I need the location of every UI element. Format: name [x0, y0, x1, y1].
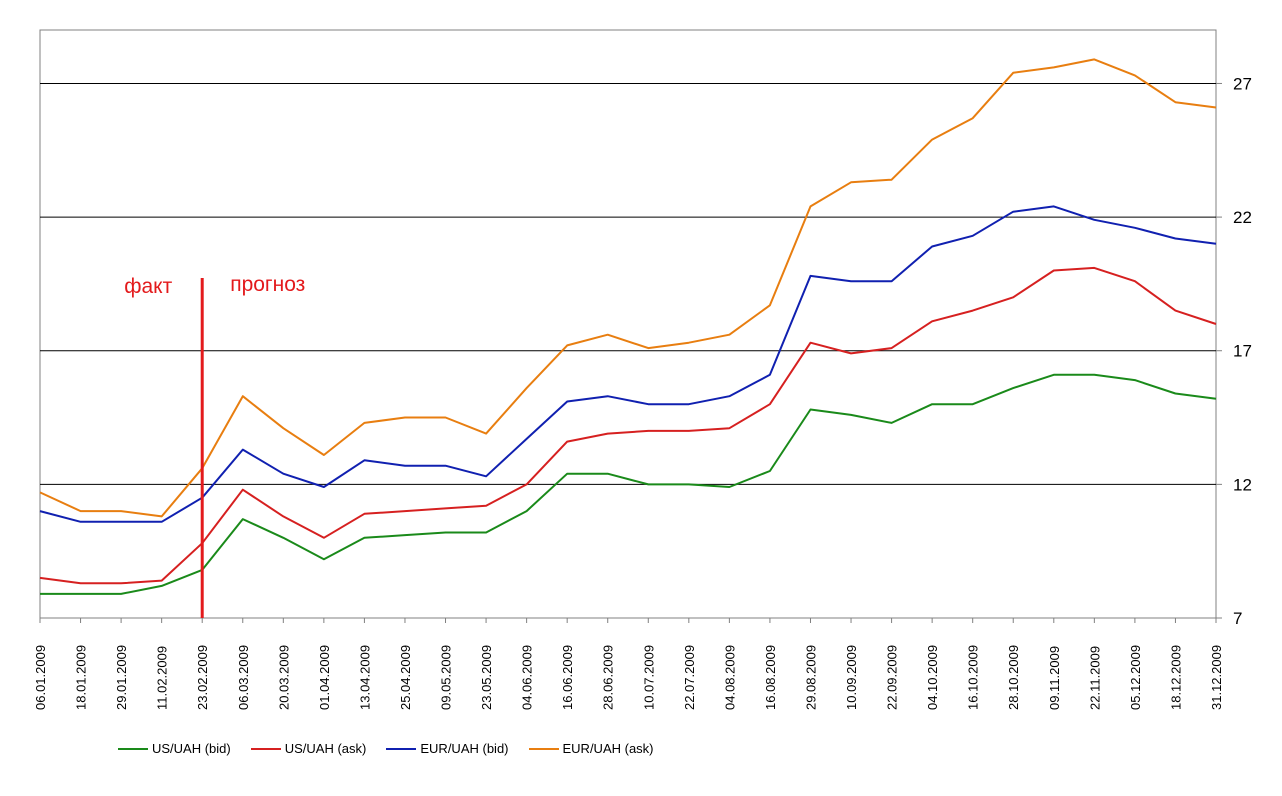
series-line — [39, 205, 1217, 523]
x-tick-label: 09.05.2009 — [439, 645, 454, 710]
x-tick-label: 16.08.2009 — [763, 645, 778, 710]
x-tick-label: 25.04.2009 — [398, 645, 413, 710]
x-tick-label: 18.01.2009 — [74, 645, 89, 710]
x-tick-label: 28.06.2009 — [601, 645, 616, 710]
x-tick-label: 06.01.2009 — [33, 645, 48, 710]
y-axis: 7 12 17 22 27 — [1216, 74, 1252, 628]
series-line — [39, 58, 1217, 518]
fact-label: факт — [124, 275, 172, 298]
legend-label: EUR/UAH (bid) — [420, 741, 509, 756]
x-tick-label: 13.04.2009 — [357, 645, 372, 710]
legend-swatch — [118, 747, 148, 750]
x-tick-label: 09.11.2009 — [1047, 646, 1062, 710]
y-tick-label: 17 — [1233, 342, 1252, 361]
x-tick-label: 11.02.2009 — [155, 646, 170, 710]
series-line — [40, 373, 1217, 595]
x-tick-label: 29.08.2009 — [803, 645, 818, 710]
x-tick-label: 22.09.2009 — [885, 645, 900, 710]
x-tick-label: 10.09.2009 — [844, 645, 859, 710]
legend-label: US/UAH (bid) — [152, 741, 231, 756]
x-axis: 06.01.2009 18.01.2009 29.01.2009 11.02.2009… — [33, 618, 1224, 710]
legend-item: US/UAH (bid) — [118, 741, 231, 756]
y-tick-label: 27 — [1233, 74, 1252, 93]
x-tick-label: 16.06.2009 — [560, 645, 575, 710]
x-tick-label: 20.03.2009 — [276, 645, 291, 710]
y-tick-label: 12 — [1233, 475, 1252, 494]
legend-swatch — [528, 747, 559, 750]
x-tick-label: 28.10.2009 — [1006, 645, 1021, 710]
x-tick-label: 06.03.2009 — [236, 645, 251, 710]
legend-item: EUR/UAH (ask) — [528, 741, 654, 756]
x-tick-label: 18.12.2009 — [1168, 645, 1183, 710]
x-tick-label: 04.10.2009 — [925, 645, 940, 710]
legend-label: EUR/UAH (ask) — [562, 741, 654, 756]
x-tick-label: 10.07.2009 — [641, 645, 656, 710]
x-tick-label: 16.10.2009 — [966, 645, 981, 710]
legend-item: US/UAH (ask) — [250, 741, 367, 756]
x-tick-label: 22.11.2009 — [1087, 646, 1102, 710]
annotation-layer: факт прогноз — [124, 273, 305, 618]
y-tick-label: 7 — [1233, 609, 1242, 628]
x-tick-label: 01.04.2009 — [317, 645, 332, 710]
x-tick-label: 31.12.2009 — [1209, 645, 1224, 710]
y-tick-label: 22 — [1233, 208, 1252, 227]
x-tick-label: 04.06.2009 — [520, 645, 535, 710]
x-tick-label: 23.05.2009 — [479, 645, 494, 710]
legend-swatch — [386, 747, 417, 750]
x-tick-label: 22.07.2009 — [682, 645, 697, 710]
x-tick-label: 04.08.2009 — [722, 645, 737, 710]
x-tick-label: 29.01.2009 — [114, 645, 129, 710]
gridlines — [40, 82, 1216, 485]
series-lines — [39, 58, 1217, 595]
forecast-label: прогноз — [230, 273, 305, 296]
x-tick-label: 23.02.2009 — [195, 645, 210, 710]
plot-area-border — [39, 29, 1217, 619]
legend-item: EUR/UAH (bid) — [386, 741, 509, 756]
legend-label: US/UAH (ask) — [284, 741, 367, 756]
legend-swatch — [250, 747, 281, 750]
series-line — [39, 266, 1217, 585]
x-tick-label: 05.12.2009 — [1128, 645, 1143, 710]
legend: US/UAH (bid) US/UAH (ask) EUR/UAH (bid) EUR… — [118, 741, 674, 756]
